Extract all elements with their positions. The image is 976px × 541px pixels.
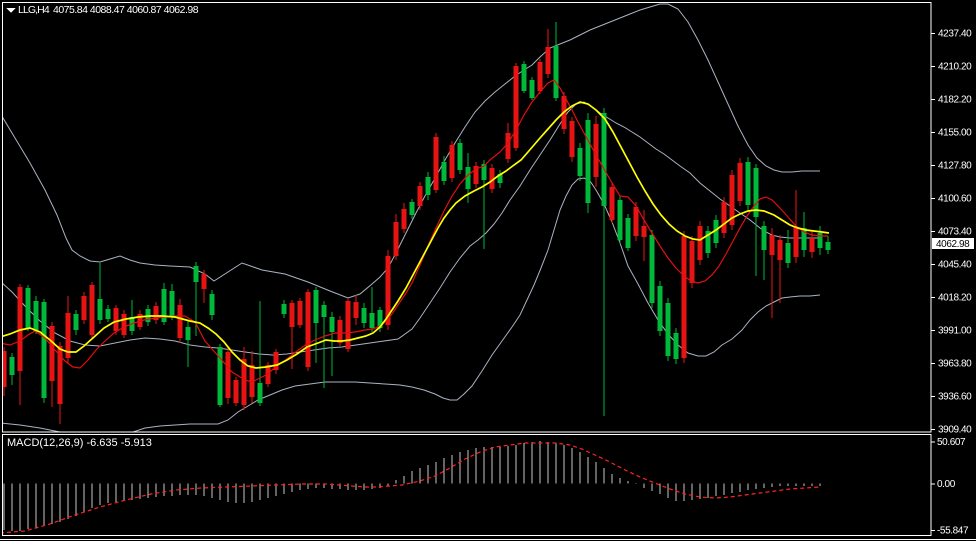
svg-text:4073.40: 4073.40 [938,227,972,238]
svg-text:50.607: 50.607 [937,437,966,448]
svg-text:4075.84 4088.47 4060.87 4062.9: 4075.84 4088.47 4060.87 4062.98 [53,4,199,16]
svg-text:4155.00: 4155.00 [938,128,972,139]
svg-text:4237.40: 4237.40 [938,29,972,40]
svg-text:4100.60: 4100.60 [938,194,972,205]
svg-text:4127.80: 4127.80 [938,161,972,172]
svg-text:4045.40: 4045.40 [938,260,972,271]
svg-text:4182.20: 4182.20 [938,95,972,106]
svg-text:4210.20: 4210.20 [938,62,972,73]
svg-text:3909.40: 3909.40 [938,425,972,436]
svg-text:4062.98: 4062.98 [936,239,970,250]
svg-text:4018.20: 4018.20 [938,293,972,304]
svg-text:3963.80: 3963.80 [938,359,972,370]
svg-text:LLG,H4: LLG,H4 [18,4,50,16]
svg-text:MACD(12,26,9) -6.635 -5.913: MACD(12,26,9) -6.635 -5.913 [7,437,152,449]
svg-text:3991.00: 3991.00 [938,326,972,337]
svg-text:-55.847: -55.847 [937,526,969,537]
svg-text:3936.60: 3936.60 [938,392,972,403]
svg-text:0.00: 0.00 [937,479,956,490]
